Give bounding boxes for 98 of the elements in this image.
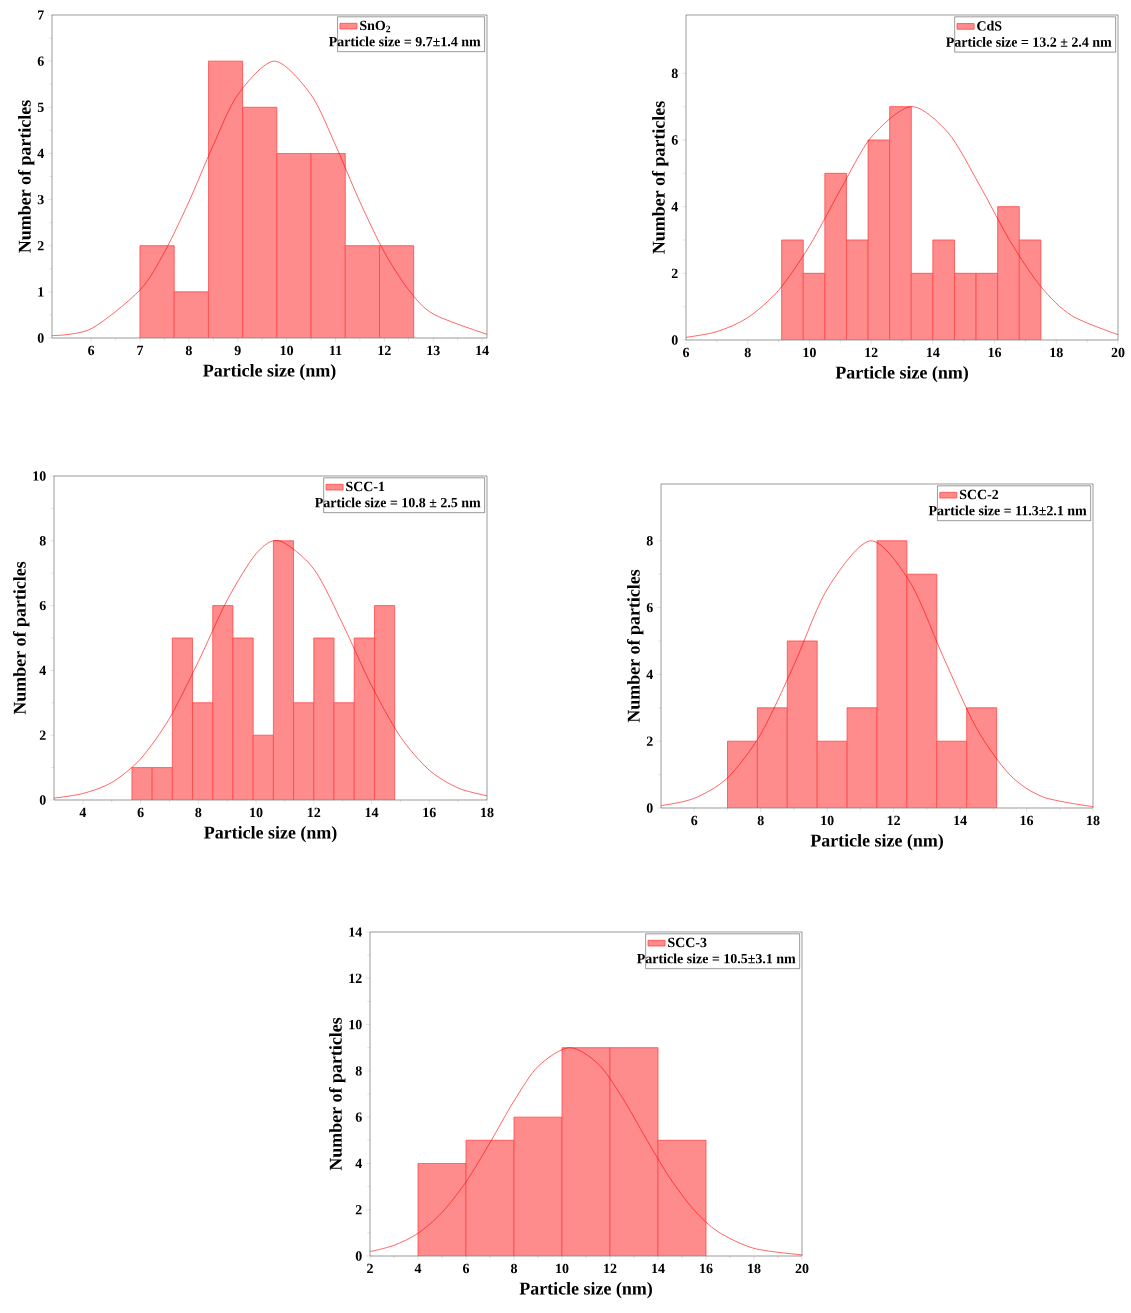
x-tick-label: 10 [250,807,263,818]
x-tick-label: 11 [330,345,342,355]
x-tick-label: 18 [748,1263,761,1274]
line-series [661,540,1094,807]
y-axis-title: Number of particles [328,1017,346,1171]
x-tick-label: 10 [280,345,294,356]
x-axis-title: Particle size (nm) [835,365,968,383]
y-tick-label: 4 [39,665,46,675]
x-tick-label: 18 [1087,815,1100,826]
y-tick-label: 7 [38,10,44,20]
line-series [370,1047,803,1256]
y-tick-label: 5 [37,102,44,112]
x-tick-label: 12 [604,1263,617,1274]
y-tick-label: 10 [349,1019,362,1030]
y-tick-label: 2 [671,268,678,278]
x-axis-title: Particle size (nm) [810,834,943,851]
y-tick-label: 4 [646,669,653,679]
x-tick-label: 18 [1050,347,1063,358]
legend-label: SnO$_{2}$ [360,20,391,33]
x-tick-label: 16 [1020,815,1034,826]
y-tick-label: 12 [349,973,362,983]
y-tick-label: 3 [37,194,44,205]
legend-label: SCC-1 [346,481,385,492]
x-axis-title: Particle size (nm) [519,1282,652,1299]
y-tick-label: 2 [39,730,46,740]
x-tick-label: 4 [79,807,87,817]
x-tick-label: 16 [700,1263,713,1274]
x-tick-label: 8 [744,347,751,358]
y-tick-label: 1 [38,287,44,297]
x-tick-label: 12 [887,815,900,825]
y-tick-label: 8 [355,1066,362,1076]
y-tick-label: 2 [37,241,44,251]
x-tick-label: 10 [556,1263,569,1274]
y-tick-label: 2 [355,1205,362,1215]
annotation: Particle size = 9.7±1.4 nm [328,36,481,47]
x-tick-label: 16 [423,807,436,818]
x-tick-label: 6 [137,807,144,818]
y-axis-title: Number of particles [12,561,30,715]
x-tick-label: 10 [803,347,816,358]
y-tick-label: 10 [33,471,46,481]
legend-label: SCC-3 [668,937,707,948]
x-tick-label: 14 [927,347,940,357]
x-tick-label: 4 [414,1263,422,1273]
x-tick-label: 20 [1111,347,1125,358]
x-tick-label: 12 [307,807,321,817]
x-axis-title: Particle size (nm) [204,826,337,843]
x-tick-label: 2 [367,1263,373,1274]
y-tick-label: 4 [37,148,44,159]
x-tick-label: 12 [865,347,878,357]
x-tick-label: 12 [378,345,391,355]
line-series [54,540,487,799]
annotation: Particle size = 13.2 ± 2.4 nm [946,36,1112,47]
y-tick-label: 8 [39,536,46,546]
x-tick-label: 8 [510,1263,518,1274]
y-tick-label: 6 [39,600,46,611]
x-tick-label: 7 [137,345,144,355]
y-axis-title: Number of particles [17,100,35,253]
x-tick-label: 16 [988,347,1002,358]
y-tick-label: 8 [646,536,653,546]
legend-label: CdS [977,20,1002,31]
y-tick-label: 0 [355,1251,362,1261]
x-tick-label: 18 [481,807,494,818]
x-tick-label: 8 [757,815,764,826]
y-tick-label: 4 [671,202,678,212]
y-tick-label: 14 [349,927,362,937]
x-tick-label: 6 [88,345,95,356]
line-series [52,60,487,336]
annotation: Particle size = 10.8 ± 2.5 nm [315,497,481,508]
x-tick-label: 8 [195,807,202,818]
x-tick-label: 13 [427,345,440,356]
y-tick-label: 2 [646,736,653,746]
y-tick-label: 0 [37,333,44,343]
y-axis-title: Number of particles [626,569,644,723]
x-tick-label: 6 [691,815,698,826]
legend-label: SCC-2 [959,489,999,500]
y-tick-label: 6 [646,602,653,613]
line-series [686,106,1119,338]
annotation: Particle size = 10.5±3.1 nm [636,953,796,964]
x-axis-title: Particle size (nm) [203,363,336,381]
x-tick-label: 6 [463,1263,470,1274]
y-tick-label: 4 [355,1158,362,1169]
x-tick-label: 20 [795,1263,809,1274]
x-tick-label: 14 [476,345,489,355]
x-tick-label: 6 [683,347,690,358]
x-tick-label: 8 [185,345,192,356]
x-tick-label: 10 [821,815,834,826]
x-tick-label: 14 [365,807,379,817]
annotation: Particle size = 11.3±2.1 nm [928,505,1087,516]
y-tick-label: 6 [37,56,44,66]
y-tick-label: 0 [646,803,653,813]
y-tick-label: 6 [355,1112,362,1122]
x-tick-label: 9 [234,345,241,356]
y-tick-label: 0 [671,335,678,345]
y-tick-label: 8 [671,68,678,79]
y-axis-title: Number of particles [651,101,669,254]
x-tick-label: 14 [954,815,967,825]
y-tick-label: 6 [671,135,678,145]
y-tick-label: 0 [39,795,46,805]
